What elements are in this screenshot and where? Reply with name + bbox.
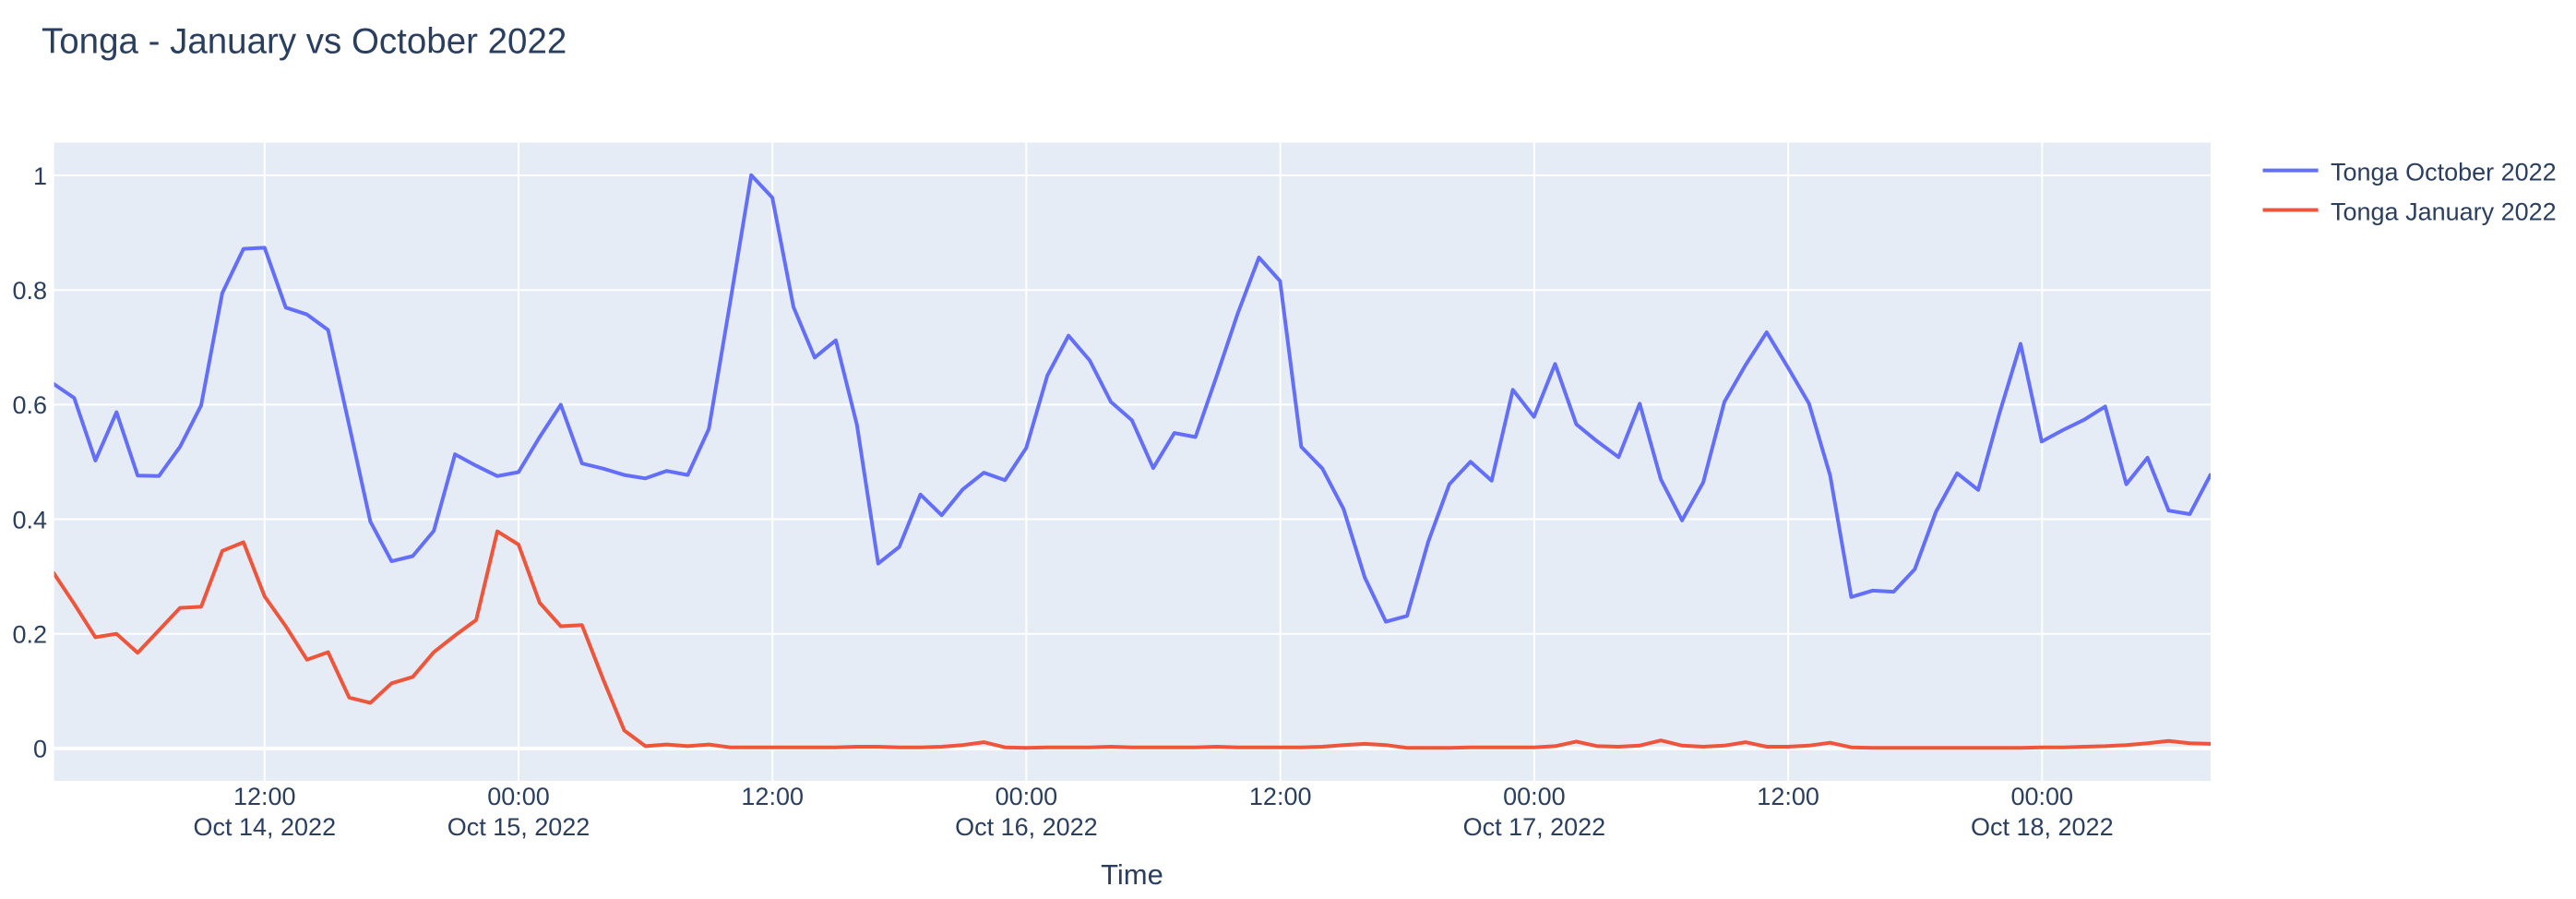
svg-text:Oct 16, 2022: Oct 16, 2022 <box>955 813 1098 841</box>
svg-text:00:00: 00:00 <box>2011 783 2074 810</box>
svg-text:Tonga October 2022: Tonga October 2022 <box>2331 159 2557 186</box>
svg-text:0.2: 0.2 <box>12 621 47 649</box>
svg-text:Tonga January 2022: Tonga January 2022 <box>2331 198 2557 226</box>
svg-text:Time: Time <box>1101 858 1163 891</box>
svg-text:12:00: 12:00 <box>1249 783 1312 810</box>
svg-text:00:00: 00:00 <box>1503 783 1566 810</box>
svg-text:12:00: 12:00 <box>1757 783 1819 810</box>
svg-text:00:00: 00:00 <box>996 783 1058 810</box>
svg-text:0: 0 <box>33 736 47 763</box>
svg-text:0.4: 0.4 <box>12 506 47 533</box>
svg-text:0.6: 0.6 <box>12 391 47 419</box>
svg-text:00:00: 00:00 <box>487 783 550 810</box>
svg-text:1: 1 <box>33 162 47 190</box>
svg-text:Oct 18, 2022: Oct 18, 2022 <box>1971 813 2114 841</box>
svg-text:Oct 15, 2022: Oct 15, 2022 <box>447 813 590 841</box>
svg-text:Oct 17, 2022: Oct 17, 2022 <box>1463 813 1606 841</box>
svg-text:Tonga - January vs October 202: Tonga - January vs October 2022 <box>42 22 566 62</box>
svg-text:12:00: 12:00 <box>741 783 804 810</box>
svg-text:0.8: 0.8 <box>12 277 47 305</box>
svg-text:12:00: 12:00 <box>233 783 296 810</box>
svg-text:Oct 14, 2022: Oct 14, 2022 <box>193 813 336 841</box>
